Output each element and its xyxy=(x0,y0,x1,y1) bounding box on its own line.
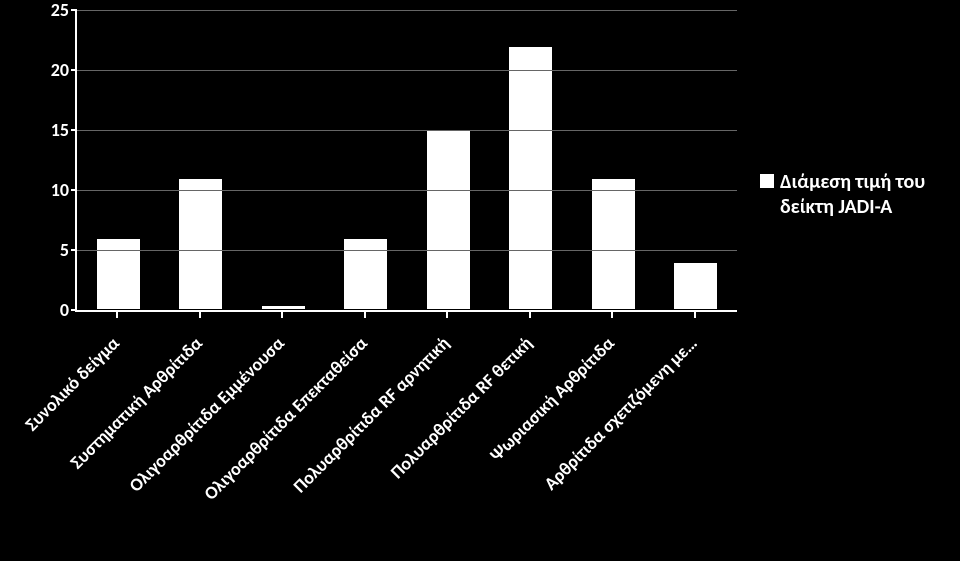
x-tick-mark xyxy=(281,312,283,318)
x-tick-mark xyxy=(446,312,448,318)
y-tick-label: 5 xyxy=(60,239,69,261)
x-tick-mark xyxy=(199,312,201,318)
bar xyxy=(343,238,388,310)
y-tick-mark xyxy=(71,309,77,311)
y-tick-mark xyxy=(71,189,77,191)
legend-label: Διάμεση τιμή του δείκτη JADI-A xyxy=(780,170,950,220)
bars-group xyxy=(77,10,737,310)
gridline xyxy=(77,130,737,131)
y-tick-label: 10 xyxy=(51,179,69,201)
y-tick-label: 25 xyxy=(51,0,69,21)
x-tick-mark xyxy=(611,312,613,318)
x-axis-labels: Συνολικό δείγμαΣυστηματική ΑρθρίτιδαΟλιγ… xyxy=(75,315,735,545)
y-tick-mark xyxy=(71,249,77,251)
gridline xyxy=(77,190,737,191)
legend-swatch-icon xyxy=(760,174,774,188)
y-tick-mark xyxy=(71,69,77,71)
bar xyxy=(96,238,141,310)
y-tick-mark xyxy=(71,9,77,11)
y-tick-label: 15 xyxy=(51,119,69,141)
gridline xyxy=(77,70,737,71)
bar xyxy=(261,305,306,310)
bar xyxy=(591,178,636,310)
x-tick-mark xyxy=(529,312,531,318)
x-tick-mark xyxy=(116,312,118,318)
gridline xyxy=(77,10,737,11)
plot-area: 0510152025 xyxy=(75,10,737,312)
legend: Διάμεση τιμή του δείκτη JADI-A xyxy=(760,170,950,220)
bar xyxy=(426,130,471,310)
bar xyxy=(508,46,553,310)
y-tick-label: 20 xyxy=(51,59,69,81)
bar xyxy=(178,178,223,310)
bar xyxy=(673,262,718,310)
x-tick-mark xyxy=(364,312,366,318)
y-tick-label: 0 xyxy=(60,299,69,321)
y-tick-mark xyxy=(71,129,77,131)
gridline xyxy=(77,250,737,251)
x-tick-mark xyxy=(694,312,696,318)
chart-container: 0510152025 Συνολικό δείγμαΣυστηματική Αρ… xyxy=(0,0,960,561)
